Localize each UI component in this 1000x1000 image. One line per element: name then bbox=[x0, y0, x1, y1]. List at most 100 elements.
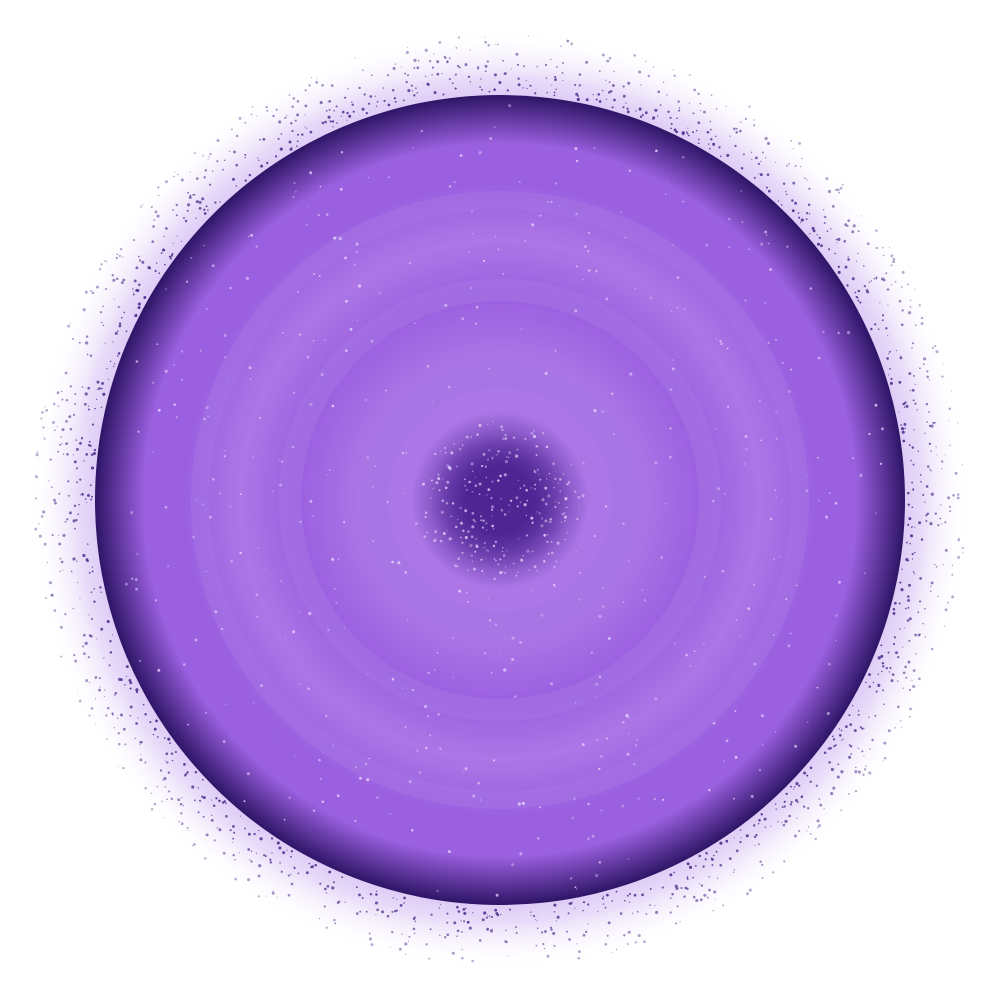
halo-speck bbox=[659, 104, 662, 106]
halo-speck bbox=[835, 188, 838, 191]
orb-sparkle bbox=[463, 478, 466, 481]
orb-sparkle bbox=[540, 524, 544, 528]
halo-speck bbox=[44, 406, 46, 408]
orb-sparkle bbox=[138, 659, 142, 663]
halo-speck bbox=[706, 130, 710, 134]
halo-speck bbox=[140, 205, 143, 208]
halo-speck bbox=[74, 403, 77, 405]
halo-speck bbox=[695, 898, 699, 903]
halo-speck bbox=[735, 127, 738, 130]
halo-speck bbox=[154, 210, 158, 214]
halo-speck bbox=[170, 257, 172, 260]
halo-speck bbox=[89, 354, 93, 357]
halo-speck bbox=[854, 770, 858, 774]
orb-sparkle bbox=[544, 502, 548, 506]
halo-speck bbox=[916, 409, 918, 411]
halo-speck bbox=[67, 480, 70, 483]
halo-speck bbox=[911, 446, 915, 449]
orb-sparkle bbox=[426, 364, 430, 368]
orb-sparkle bbox=[601, 410, 604, 413]
halo-speck bbox=[889, 381, 893, 385]
orb-sparkle bbox=[478, 151, 482, 155]
halo-speck bbox=[212, 804, 216, 808]
orb-sparkle bbox=[563, 515, 568, 519]
halo-speck bbox=[914, 527, 916, 529]
orb-sparkle bbox=[494, 623, 497, 626]
halo-speck bbox=[823, 221, 826, 224]
orb-sparkle bbox=[196, 499, 198, 502]
halo-speck bbox=[454, 87, 457, 90]
halo-speck bbox=[848, 714, 851, 717]
orb-sparkle bbox=[582, 461, 585, 465]
orb-sparkle bbox=[591, 834, 595, 838]
orb-sparkle bbox=[788, 390, 791, 393]
halo-speck bbox=[54, 501, 57, 505]
halo-speck bbox=[735, 131, 738, 134]
orb-sparkle bbox=[512, 562, 515, 565]
orb-sparkle bbox=[852, 457, 854, 459]
halo-speck bbox=[704, 858, 707, 861]
halo-speck bbox=[135, 688, 139, 692]
halo-speck bbox=[325, 110, 328, 112]
orb-sparkle bbox=[593, 147, 596, 150]
halo-speck bbox=[296, 133, 300, 136]
orb-sparkle bbox=[573, 490, 577, 494]
halo-speck bbox=[515, 52, 519, 56]
orb-sparkle bbox=[563, 519, 567, 522]
halo-speck bbox=[78, 699, 82, 703]
halo-speck bbox=[854, 291, 857, 294]
halo-speck bbox=[36, 451, 39, 454]
halo-speck bbox=[491, 928, 493, 930]
halo-speck bbox=[782, 182, 786, 185]
halo-speck bbox=[865, 681, 867, 684]
halo-speck bbox=[235, 185, 238, 187]
halo-speck bbox=[601, 89, 604, 92]
orb-sparkle bbox=[785, 598, 788, 600]
orb-sparkle bbox=[550, 682, 553, 686]
halo-speck bbox=[291, 146, 293, 149]
halo-speck bbox=[901, 430, 905, 434]
halo-speck bbox=[391, 910, 394, 913]
orb-sparkle bbox=[519, 641, 522, 644]
orb-sparkle bbox=[511, 863, 515, 867]
orb-sparkle bbox=[211, 264, 215, 268]
orb-sparkle bbox=[434, 669, 436, 671]
orb-sparkle bbox=[627, 858, 630, 860]
halo-speck bbox=[748, 105, 751, 108]
orb-sparkle bbox=[825, 515, 828, 519]
halo-speck bbox=[87, 493, 90, 497]
halo-speck bbox=[944, 521, 947, 524]
halo-speck bbox=[183, 217, 185, 219]
halo-speck bbox=[832, 738, 836, 741]
orb-sparkle bbox=[411, 688, 415, 692]
orb-sparkle bbox=[181, 378, 184, 381]
halo-speck bbox=[698, 854, 701, 858]
halo-speck bbox=[231, 841, 233, 844]
halo-speck bbox=[641, 893, 645, 897]
orb-sparkle bbox=[372, 540, 375, 543]
orb-sparkle bbox=[517, 480, 520, 482]
halo-speck bbox=[901, 568, 903, 570]
halo-speck bbox=[484, 70, 487, 73]
halo-speck bbox=[213, 839, 216, 842]
halo-speck bbox=[517, 83, 521, 87]
halo-speck bbox=[783, 800, 786, 803]
halo-speck bbox=[150, 807, 154, 811]
orb-sparkle bbox=[540, 517, 544, 520]
halo-speck bbox=[820, 244, 823, 248]
orb-sparkle bbox=[354, 766, 357, 769]
halo-speck bbox=[48, 581, 53, 585]
halo-speck bbox=[798, 829, 801, 833]
orb-sparkle bbox=[318, 758, 321, 762]
orb-sparkle bbox=[461, 551, 464, 554]
halo-speck bbox=[835, 238, 838, 241]
halo-speck bbox=[346, 119, 348, 121]
halo-speck bbox=[188, 196, 192, 200]
halo-speck bbox=[632, 912, 634, 914]
halo-speck bbox=[104, 260, 107, 262]
halo-speck bbox=[868, 716, 870, 718]
halo-speck bbox=[50, 593, 54, 597]
halo-speck bbox=[907, 524, 910, 527]
orb-sparkle bbox=[587, 269, 591, 272]
orb-sparkle bbox=[438, 489, 441, 492]
